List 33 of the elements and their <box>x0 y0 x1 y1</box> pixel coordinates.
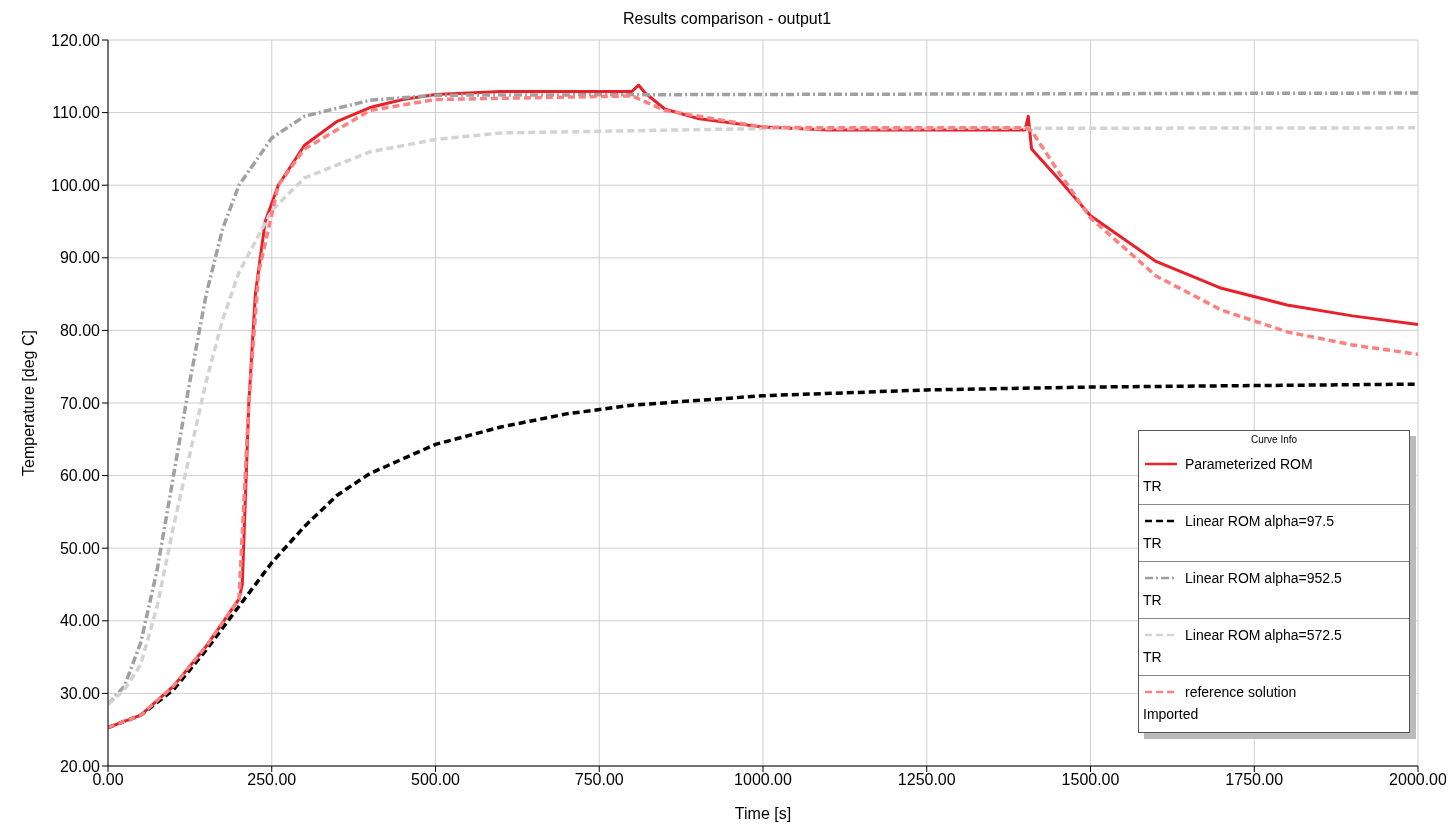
legend-label: Parameterized ROM <box>1185 456 1313 472</box>
y-tick-label: 80.00 <box>59 322 101 340</box>
x-tick-label: 0.00 <box>92 771 124 789</box>
x-tick-label: 500.00 <box>411 771 461 789</box>
annotation: TR <box>1143 478 1163 494</box>
legend-label: Linear ROM alpha=952.5 <box>1185 570 1342 586</box>
x-tick-label: 2000.00 <box>1389 771 1448 789</box>
x-tick-label: 1250.00 <box>897 771 956 789</box>
x-tick-label: 250.00 <box>247 771 297 789</box>
y-tick-label: 90.00 <box>59 249 101 267</box>
legend-label: reference solution <box>1185 684 1297 700</box>
annotation: TR <box>1143 592 1163 608</box>
y-tick-label: 110.00 <box>52 104 101 122</box>
y-tick-label: 120.00 <box>51 31 101 49</box>
x-tick-label: 750.00 <box>574 771 624 789</box>
x-axis-title: Time [s] <box>734 805 792 822</box>
annotation: TR <box>1143 649 1163 665</box>
x-tick-label: 1750.00 <box>1225 771 1284 789</box>
y-tick-label: 70.00 <box>59 394 101 412</box>
x-tick-label: 1500.00 <box>1061 771 1120 789</box>
y-tick-label: 50.00 <box>59 539 101 557</box>
legend-title: Curve Info <box>1249 433 1299 447</box>
chart-title: Results comparison - output1 <box>621 9 833 29</box>
annotation: Imported <box>1143 706 1200 722</box>
annotation: TR <box>1143 535 1163 551</box>
legend-label: Linear ROM alpha=572.5 <box>1185 627 1342 643</box>
x-tick-label: 1000.00 <box>734 771 793 789</box>
legend-label: Linear ROM alpha=97.5 <box>1185 513 1335 529</box>
y-axis-title: Temperature [deg C] <box>19 330 37 476</box>
y-tick-label: 40.00 <box>59 612 101 630</box>
y-tick-label: 30.00 <box>59 685 101 703</box>
y-tick-label: 100.00 <box>51 176 101 194</box>
y-tick-label: 60.00 <box>59 467 101 485</box>
